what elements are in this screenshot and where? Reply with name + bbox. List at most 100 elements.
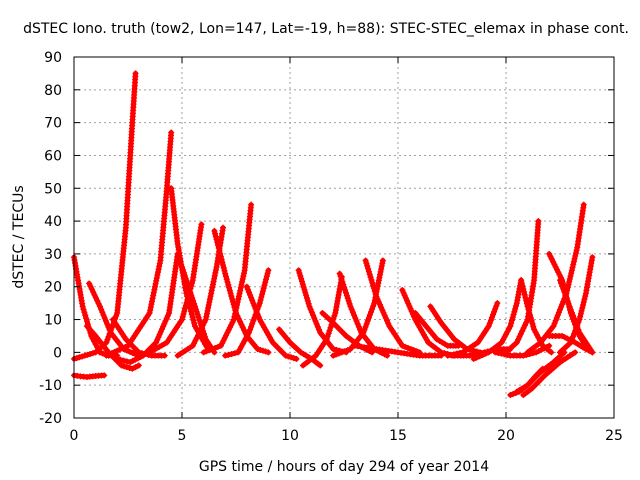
- series-pass-13: [211, 227, 272, 356]
- data-point-marker: [108, 350, 115, 357]
- data-point-marker: [491, 308, 498, 315]
- data-point-marker: [561, 288, 568, 295]
- data-point-marker: [184, 280, 191, 287]
- data-point-marker: [119, 345, 126, 352]
- data-point-marker: [191, 303, 198, 310]
- data-point-marker: [486, 320, 493, 327]
- data-point-marker: [260, 347, 266, 354]
- data-point-marker: [330, 346, 337, 353]
- plot-frame: [73, 56, 615, 419]
- data-point-marker: [365, 265, 372, 272]
- data-point-marker: [88, 286, 95, 293]
- data-point-marker: [313, 320, 320, 327]
- series-pass-08: [114, 250, 181, 366]
- data-point-marker: [118, 362, 125, 369]
- chart-title: dSTEC Iono. truth (tow2, Lon=147, Lat=-1…: [23, 21, 629, 37]
- data-point-marker: [308, 309, 315, 316]
- data-point-marker: [365, 268, 372, 275]
- data-point-marker: [344, 295, 351, 302]
- data-point-marker: [516, 333, 523, 340]
- data-point-marker: [298, 278, 305, 285]
- data-point-marker: [187, 289, 194, 296]
- data-point-marker: [572, 250, 579, 257]
- data-point-marker: [565, 281, 572, 288]
- data-point-marker: [215, 242, 221, 249]
- data-point-marker: [86, 280, 93, 287]
- data-point-marker: [520, 352, 527, 359]
- data-point-marker: [254, 346, 261, 353]
- data-point-marker: [225, 327, 232, 334]
- data-point-marker: [200, 328, 207, 335]
- data-point-marker: [492, 349, 499, 356]
- data-point-marker: [404, 297, 411, 304]
- data-point-marker: [580, 299, 587, 306]
- data-point-marker: [168, 129, 175, 136]
- data-point-marker: [117, 356, 124, 363]
- series-pass-01: [71, 254, 121, 359]
- data-point-marker: [521, 288, 527, 295]
- data-point-marker: [192, 306, 199, 313]
- data-point-marker: [249, 297, 256, 304]
- data-point-marker: [555, 269, 562, 276]
- data-point-marker: [164, 312, 171, 319]
- data-point-marker: [362, 323, 369, 330]
- data-point-marker: [288, 354, 295, 361]
- data-point-marker: [248, 201, 255, 208]
- data-point-marker: [106, 351, 113, 358]
- data-point-marker: [307, 306, 314, 313]
- data-point-marker: [237, 318, 244, 325]
- series-pass-41: [546, 332, 596, 356]
- data-point-marker: [385, 320, 392, 327]
- data-point-marker: [186, 286, 193, 293]
- data-point-marker: [153, 339, 160, 346]
- data-point-marker: [222, 352, 229, 359]
- data-point-marker: [485, 323, 492, 330]
- data-point-marker: [94, 297, 101, 304]
- data-point-marker: [345, 297, 352, 304]
- series-pass-25: [399, 287, 458, 359]
- data-point-marker: [290, 355, 297, 362]
- data-point-marker: [223, 332, 230, 339]
- data-point-marker: [509, 314, 516, 321]
- data-point-marker: [570, 258, 577, 265]
- data-point-marker: [103, 352, 110, 359]
- data-point-marker: [201, 333, 208, 340]
- data-point-marker: [338, 349, 345, 356]
- data-point-marker: [508, 317, 515, 324]
- data-point-marker: [222, 270, 229, 277]
- data-point-marker: [370, 282, 377, 289]
- data-point-marker: [368, 308, 374, 315]
- series-pass-14: [200, 201, 255, 356]
- data-point-marker: [519, 282, 526, 289]
- data-point-marker: [198, 322, 205, 329]
- data-point-marker: [333, 351, 340, 358]
- data-point-marker: [511, 308, 518, 315]
- data-point-marker: [524, 303, 531, 310]
- data-point-marker: [114, 347, 121, 354]
- data-point-marker: [225, 281, 232, 288]
- data-point-marker: [101, 372, 108, 379]
- data-point-marker: [493, 303, 500, 310]
- data-point-marker: [132, 70, 139, 77]
- data-point-marker: [235, 296, 242, 303]
- data-point-marker: [111, 348, 118, 355]
- data-point-marker: [517, 330, 524, 337]
- data-point-marker: [552, 264, 559, 271]
- series-pass-22: [362, 257, 423, 356]
- data-point-marker: [438, 349, 445, 356]
- data-point-marker: [324, 333, 331, 340]
- data-point-marker: [126, 348, 133, 355]
- data-point-marker: [179, 266, 186, 273]
- data-point-marker: [183, 299, 190, 306]
- data-point-marker: [338, 276, 345, 283]
- data-point-marker: [235, 315, 242, 322]
- data-point-marker: [100, 312, 107, 319]
- data-point-marker: [234, 302, 241, 309]
- data-point-marker: [557, 306, 563, 313]
- data-point-marker: [188, 311, 195, 318]
- data-point-marker: [527, 312, 534, 319]
- data-point-marker: [353, 318, 360, 325]
- data-point-marker: [154, 336, 161, 343]
- data-point-marker: [406, 303, 413, 310]
- data-point-marker: [230, 316, 237, 323]
